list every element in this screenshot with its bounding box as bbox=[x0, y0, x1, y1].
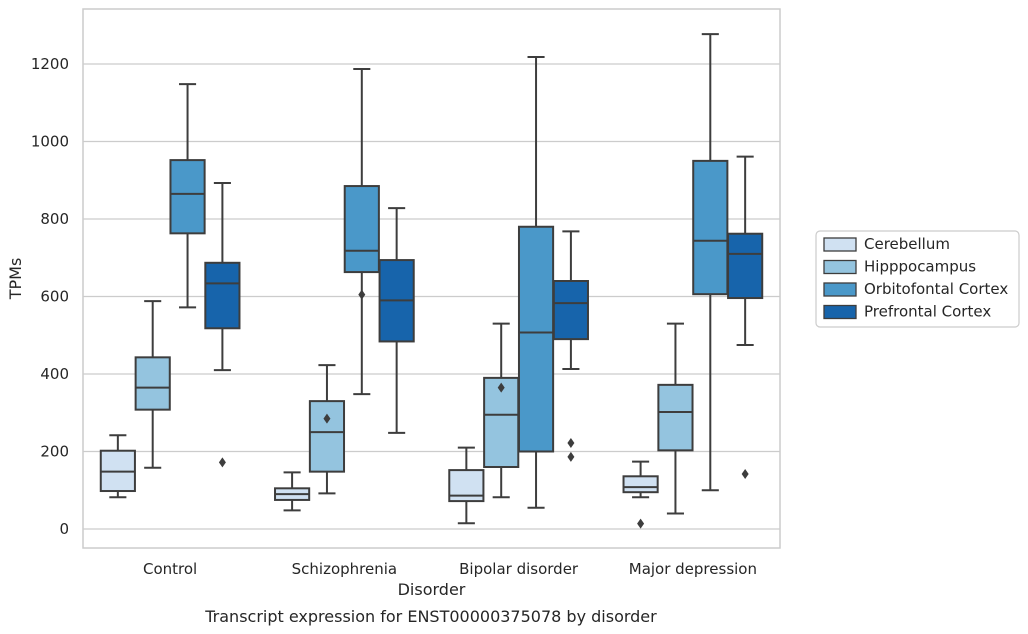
x-axis-label: Disorder bbox=[398, 580, 466, 599]
outlier-point bbox=[637, 518, 645, 529]
legend-label: Prefrontal Cortex bbox=[864, 303, 991, 321]
box-iqr bbox=[343, 185, 380, 274]
box-iqr bbox=[727, 232, 764, 300]
legend: Cerebellum Hipppocampus Orbitofontal Corte… bbox=[815, 230, 1020, 328]
plot-frame bbox=[82, 8, 781, 549]
box-2-1 bbox=[343, 68, 380, 396]
box-1-3 bbox=[657, 322, 694, 515]
y-tick-label: 400 bbox=[40, 365, 69, 383]
outlier-point bbox=[358, 289, 366, 300]
box-iqr bbox=[204, 261, 241, 330]
box-2-2 bbox=[517, 56, 555, 509]
outlier-point bbox=[497, 382, 505, 393]
legend-label: Hipppocampus bbox=[864, 258, 976, 276]
legend-label: Cerebellum bbox=[864, 235, 950, 253]
legend-label: Orbitofontal Cortex bbox=[864, 280, 1008, 298]
box-0-0 bbox=[99, 434, 136, 499]
x-tick-label: Major depression bbox=[629, 560, 757, 578]
legend-swatch bbox=[823, 259, 857, 275]
outlier-point bbox=[218, 457, 226, 468]
legend-item: Prefrontal Cortex bbox=[823, 303, 991, 321]
legend-swatch bbox=[823, 237, 857, 252]
x-tick-label: Control bbox=[143, 560, 197, 578]
box-1-0 bbox=[134, 300, 171, 469]
x-tick-label: Schizophrenia bbox=[292, 560, 397, 578]
y-tick-label: 600 bbox=[40, 288, 69, 306]
x-axis: Control Schizophrenia Bipolar disorder Majo… bbox=[143, 560, 757, 578]
box-1-1 bbox=[308, 364, 346, 495]
box-iqr bbox=[622, 475, 659, 494]
outlier-point bbox=[567, 437, 575, 448]
box-iqr bbox=[692, 159, 729, 296]
y-tick-label: 0 bbox=[59, 520, 69, 538]
y-tick-label: 1200 bbox=[31, 55, 69, 73]
chart-caption: Transcript expression for ENST0000037507… bbox=[204, 607, 657, 626]
legend-item: Hipppocampus bbox=[823, 258, 976, 276]
box-iqr bbox=[169, 159, 206, 235]
y-tick-label: 200 bbox=[40, 443, 69, 461]
y-axis: 0 200 400 600 800 1000 1200 bbox=[31, 55, 69, 538]
box-0-3 bbox=[622, 460, 659, 529]
outlier-point bbox=[323, 413, 331, 424]
legend-item: Orbitofontal Cortex bbox=[823, 280, 1008, 298]
y-tick-label: 800 bbox=[40, 210, 69, 228]
legend-frame bbox=[815, 230, 1020, 328]
box-2-3 bbox=[692, 33, 729, 492]
y-tick-label: 1000 bbox=[31, 133, 69, 151]
box-3-0 bbox=[204, 181, 241, 468]
box-iqr bbox=[517, 225, 555, 453]
legend-swatch bbox=[823, 282, 857, 297]
box-iqr bbox=[308, 400, 346, 473]
box-iqr bbox=[483, 376, 520, 468]
box-iqr bbox=[657, 383, 694, 452]
box-3-2 bbox=[552, 230, 589, 462]
box-iqr bbox=[552, 280, 589, 341]
x-tick-label: Bipolar disorder bbox=[459, 560, 579, 578]
outlier-point bbox=[567, 451, 575, 462]
box-1-2 bbox=[483, 322, 520, 499]
box-3-1 bbox=[378, 207, 415, 434]
y-axis-label: TPMs bbox=[6, 258, 25, 301]
box-0-1 bbox=[274, 471, 311, 512]
box-iqr bbox=[134, 356, 171, 411]
box-3-3 bbox=[727, 155, 764, 479]
legend-swatch bbox=[823, 304, 857, 320]
box-2-0 bbox=[169, 83, 206, 309]
box-0-2 bbox=[448, 446, 485, 525]
box-plot-area bbox=[99, 33, 764, 529]
legend-item: Cerebellum bbox=[823, 235, 950, 253]
outlier-point bbox=[741, 468, 749, 479]
